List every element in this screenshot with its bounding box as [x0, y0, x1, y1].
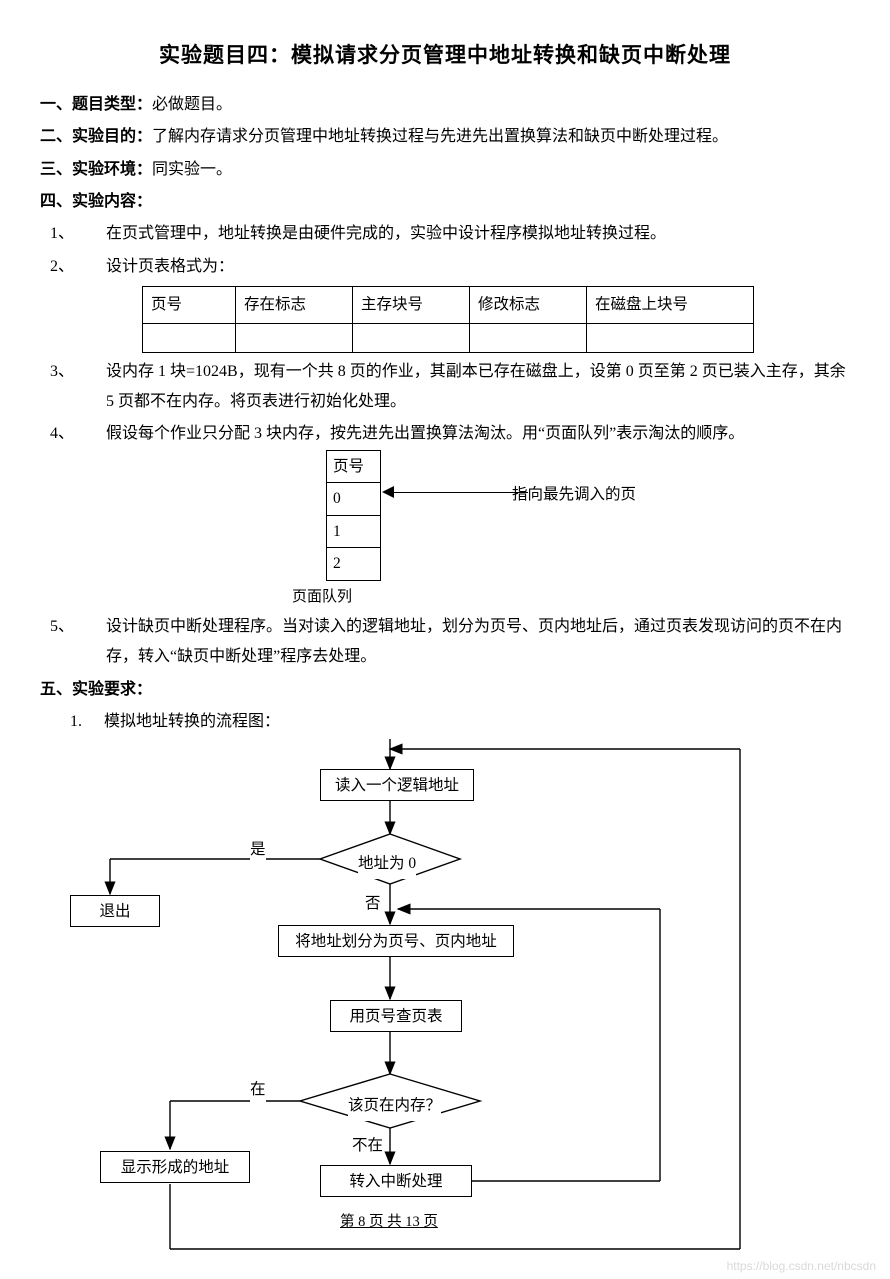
flow-in-label: 在: [250, 1075, 266, 1104]
table-row: 页号 存在标志 主存块号 修改标志 在磁盘上块号: [143, 287, 754, 323]
section-4: 四、实验内容：: [40, 187, 850, 217]
item-2-text: 设计页表格式为：: [106, 258, 234, 275]
section-3-label: 三、实验环境：: [40, 161, 152, 178]
flowchart: 读入一个逻辑地址 地址为 0 是 否 退出 将地址划分为页号、页内地址 用页号查…: [40, 739, 850, 1259]
td: [236, 323, 353, 352]
flow-diamond2-text: 该页在内存？: [348, 1091, 441, 1120]
flow-goto-int: 转入中断处理: [320, 1165, 472, 1197]
flow-no-label: 否: [365, 889, 381, 918]
document-page: 实验题目四：模拟请求分页管理中地址转换和缺页中断处理 一、题目类型：必做题目。 …: [0, 0, 890, 1279]
th-0: 页号: [143, 287, 236, 323]
queue-caption: 页面队列: [320, 583, 850, 612]
flow-notin-label: 不在: [352, 1131, 383, 1160]
page-queue: 页号 0 1 2 页面队列 指向最先调入的页: [326, 450, 850, 610]
td: [353, 323, 470, 352]
th-2: 主存块号: [353, 287, 470, 323]
section-1-label: 一、题目类型：: [40, 96, 152, 113]
th-3: 修改标志: [470, 287, 587, 323]
req-1: 1. 模拟地址转换的流程图：: [40, 707, 850, 737]
section-5-label: 五、实验要求：: [40, 681, 152, 698]
queue-header: 页号: [327, 450, 381, 482]
item-1-text: 在页式管理中，地址转换是由硬件完成的，实验中设计程序模拟地址转换过程。: [106, 225, 666, 242]
arrow-line: [388, 492, 528, 493]
list-item: 5、设计缺页中断处理程序。当对读入的逻辑地址，划分为页号、页内地址后，通过页表发…: [78, 612, 850, 673]
content-list: 1、在页式管理中，地址转换是由硬件完成的，实验中设计程序模拟地址转换过程。 2、…: [40, 219, 850, 672]
flow-split: 将地址划分为页号、页内地址: [278, 925, 514, 957]
section-5: 五、实验要求：: [40, 675, 850, 705]
queue-cell: 0: [327, 483, 381, 515]
queue-cell: 1: [327, 515, 381, 547]
section-2-text: 了解内存请求分页管理中地址转换过程与先进先出置换算法和缺页中断处理过程。: [152, 128, 728, 145]
section-4-label: 四、实验内容：: [40, 193, 152, 210]
td: [470, 323, 587, 352]
flow-exit: 退出: [70, 895, 160, 927]
item-4-text: 假设每个作业只分配 3 块内存，按先进先出置换算法淘汰。用“页面队列”表示淘汰的…: [106, 425, 744, 442]
section-2-label: 二、实验目的：: [40, 128, 152, 145]
queue-table: 页号 0 1 2: [326, 450, 381, 581]
td: [143, 323, 236, 352]
section-3: 三、实验环境：同实验一。: [40, 155, 850, 185]
queue-cell: 2: [327, 548, 381, 580]
flow-lookup: 用页号查页表: [330, 1000, 462, 1032]
flow-show-addr: 显示形成的地址: [100, 1151, 250, 1183]
flow-yes-label: 是: [250, 835, 266, 864]
item-3-text: 设内存 1 块=1024B，现有一个共 8 页的作业，其副本已存在磁盘上，设第 …: [106, 363, 846, 410]
page-title: 实验题目四：模拟请求分页管理中地址转换和缺页中断处理: [40, 36, 850, 76]
section-1: 一、题目类型：必做题目。: [40, 90, 850, 120]
section-2: 二、实验目的：了解内存请求分页管理中地址转换过程与先进先出置换算法和缺页中断处理…: [40, 122, 850, 152]
table-row: [143, 323, 754, 352]
page-table: 页号 存在标志 主存块号 修改标志 在磁盘上块号: [142, 286, 754, 352]
arrow-label: 指向最先调入的页: [540, 480, 636, 509]
watermark: https://blog.csdn.net/nbcsdn: [727, 1259, 876, 1273]
section-3-text: 同实验一。: [152, 161, 232, 178]
list-item: 3、设内存 1 块=1024B，现有一个共 8 页的作业，其副本已存在磁盘上，设…: [78, 357, 850, 418]
page-footer: 第 8 页 共 13 页: [340, 1209, 438, 1237]
td: [587, 323, 754, 352]
section-1-text: 必做题目。: [152, 96, 232, 113]
list-item: 4、假设每个作业只分配 3 块内存，按先进先出置换算法淘汰。用“页面队列”表示淘…: [78, 419, 850, 609]
list-item: 1、在页式管理中，地址转换是由硬件完成的，实验中设计程序模拟地址转换过程。: [78, 219, 850, 249]
item-5-text: 设计缺页中断处理程序。当对读入的逻辑地址，划分为页号、页内地址后，通过页表发现访…: [106, 618, 842, 665]
th-4: 在磁盘上块号: [587, 287, 754, 323]
list-item: 2、设计页表格式为： 页号 存在标志 主存块号 修改标志 在磁盘上块号: [78, 252, 850, 353]
req-1-text: 模拟地址转换的流程图：: [104, 707, 280, 737]
flow-diamond1-text: 地址为 0: [358, 849, 416, 878]
req-1-num: 1.: [40, 707, 104, 737]
th-1: 存在标志: [236, 287, 353, 323]
flow-read-addr: 读入一个逻辑地址: [320, 769, 474, 801]
